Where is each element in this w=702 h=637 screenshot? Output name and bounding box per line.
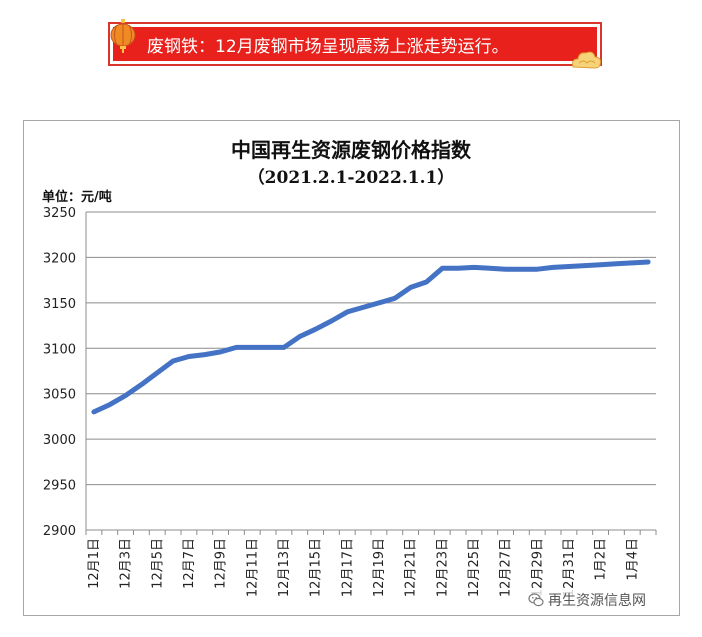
x-tick-label: 12月13日 bbox=[277, 538, 292, 597]
x-tick-label: 12月29日 bbox=[530, 538, 545, 597]
x-tick-label: 12月9日 bbox=[214, 538, 229, 589]
cloud-icon bbox=[572, 51, 601, 69]
y-tick-label: 3000 bbox=[43, 433, 76, 448]
x-tick-label: 12月15日 bbox=[309, 538, 324, 597]
x-tick-label: 12月5日 bbox=[150, 538, 165, 589]
x-tick-label: 12月19日 bbox=[372, 538, 387, 597]
y-tick-label: 3100 bbox=[43, 342, 76, 357]
lantern-icon bbox=[110, 19, 136, 53]
x-tick-label: 12月3日 bbox=[119, 538, 134, 589]
series-line bbox=[91, 259, 651, 415]
x-tick-label: 12月23日 bbox=[435, 538, 450, 597]
y-tick-label: 3200 bbox=[43, 251, 76, 266]
x-tick-label: 1月4日 bbox=[625, 538, 640, 581]
x-tick-label: 12月25日 bbox=[467, 538, 482, 597]
chart-title: 中国再生资源废钢价格指数 bbox=[231, 138, 471, 162]
x-tick-label: 12月31日 bbox=[562, 538, 577, 597]
x-tick-label: 12月17日 bbox=[340, 538, 355, 597]
x-tick-label: 12月1日 bbox=[87, 538, 102, 589]
y-tick-label: 3150 bbox=[43, 297, 76, 312]
y-tick-label: 2950 bbox=[43, 479, 76, 494]
wechat-icon bbox=[528, 593, 544, 607]
chart-subtitle: （2021.2.1-2022.1.1） bbox=[247, 168, 455, 188]
headline-banner-inner: 废钢铁：12月废钢市场呈现震荡上涨走势运行。 bbox=[110, 19, 601, 69]
watermark-text: 再生资源信息网 bbox=[548, 593, 646, 609]
x-tick-label: 12月11日 bbox=[245, 538, 260, 597]
chart-area bbox=[23, 120, 680, 616]
unit-label: 单位：元/吨 bbox=[42, 190, 112, 205]
y-tick-label: 3250 bbox=[43, 206, 76, 221]
y-tick-label: 3050 bbox=[43, 388, 76, 403]
x-tick-label: 1月2日 bbox=[594, 538, 609, 581]
headline-text: 废钢铁：12月废钢市场呈现震荡上涨走势运行。 bbox=[147, 36, 509, 57]
x-tick-label: 12月7日 bbox=[182, 538, 197, 589]
x-tick-label: 12月21日 bbox=[404, 538, 419, 597]
watermark: 再生资源信息网 bbox=[526, 589, 648, 611]
y-tick-label: 2900 bbox=[43, 524, 76, 539]
x-tick-label: 12月27日 bbox=[499, 538, 514, 597]
headline-banner: 废钢铁：12月废钢市场呈现震荡上涨走势运行。 bbox=[108, 19, 602, 69]
